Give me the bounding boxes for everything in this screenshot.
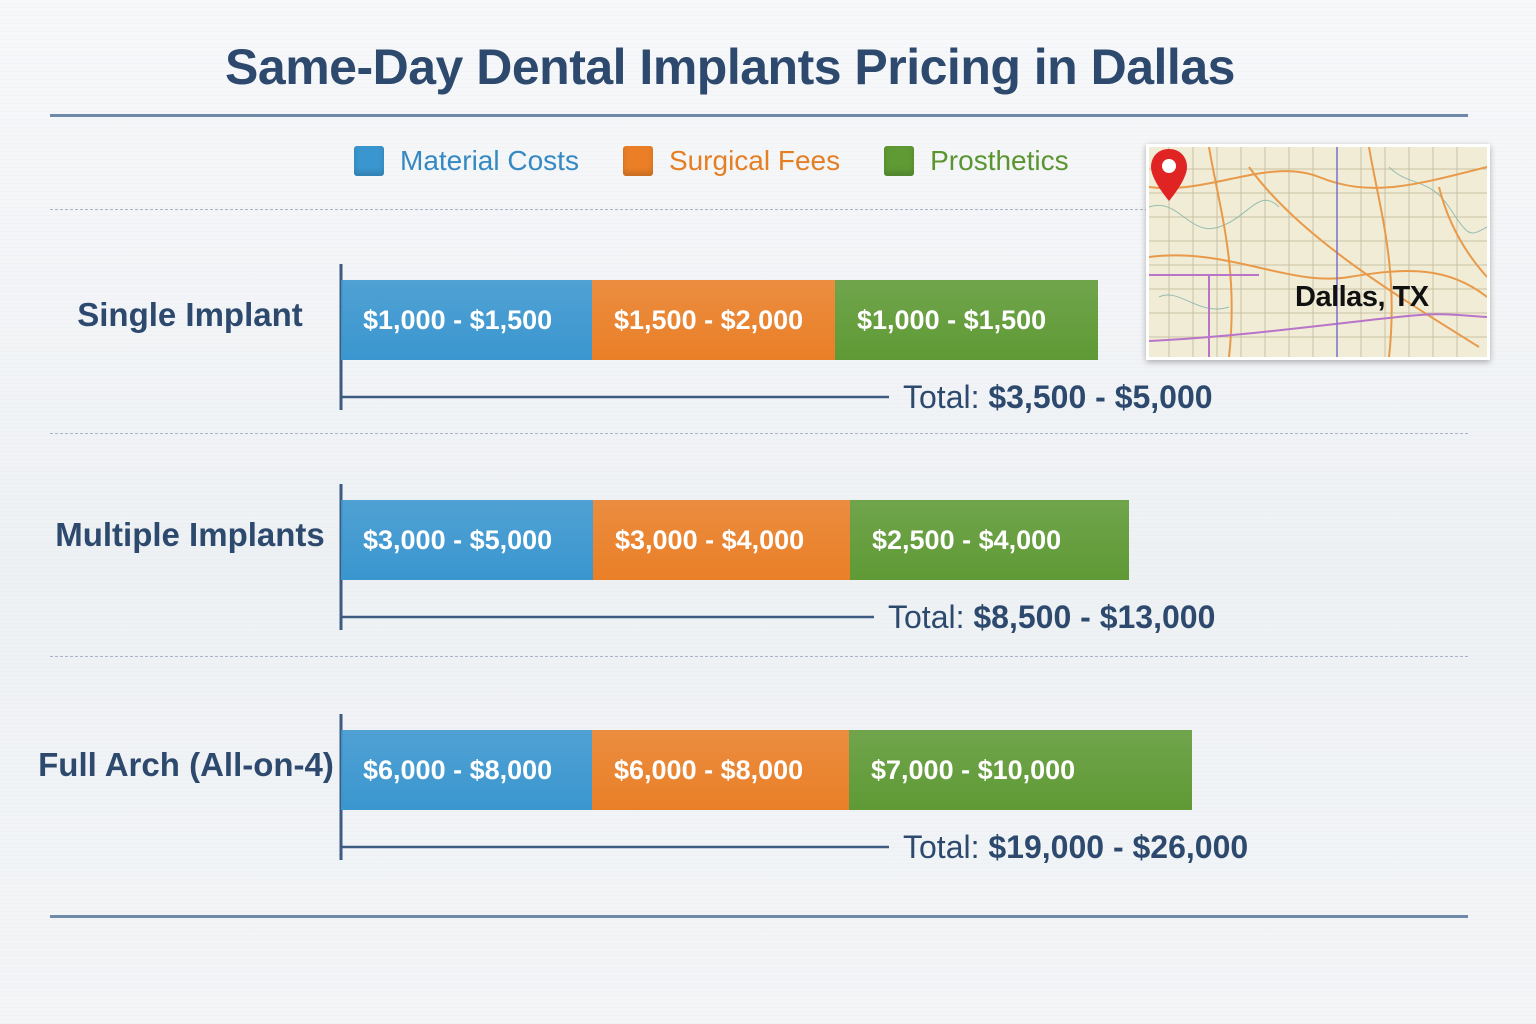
bar-segment	[592, 280, 835, 360]
chart-title: Same-Day Dental Implants Pricing in Dall…	[225, 39, 1235, 95]
divider-row-1	[50, 433, 1468, 434]
legend-swatch-surgical	[622, 146, 653, 176]
bar-value-label: $6,000 - $8,000	[614, 755, 803, 785]
divider-row-2	[50, 656, 1468, 657]
total-label: Total: $8,500 - $13,000	[888, 599, 1215, 635]
dallas-map: Dallas, TX	[1146, 144, 1490, 360]
legend-label-material: Material Costs	[400, 145, 579, 176]
bar-value-label: $1,000 - $1,500	[363, 305, 552, 335]
legend-swatch-prosthetics	[884, 146, 915, 176]
legend-item-material: Material Costs	[354, 145, 579, 177]
bar-segment	[341, 730, 592, 810]
divider-legend	[50, 209, 1468, 210]
map-illustration	[1149, 147, 1487, 357]
map-pin-icon	[1151, 149, 1187, 201]
top-rule	[50, 114, 1468, 117]
bottom-rule	[50, 915, 1468, 918]
legend-item-prosthetics: Prosthetics	[884, 145, 1069, 177]
bar-segment	[593, 500, 850, 580]
bar-value-label: $1,500 - $2,000	[614, 305, 803, 335]
category-label: Full Arch (All-on-4)	[38, 746, 334, 783]
total-label: Total: $3,500 - $5,000	[903, 379, 1213, 415]
legend-label-surgical: Surgical Fees	[668, 145, 841, 176]
bar-segment	[849, 730, 1192, 810]
legend-item-surgical: Surgical Fees	[622, 145, 841, 177]
legend-label-prosthetics: Prosthetics	[930, 145, 1069, 176]
legend-swatch-material	[354, 146, 384, 176]
bar-segment	[592, 730, 849, 810]
bar-value-label: $3,000 - $4,000	[615, 525, 804, 555]
category-label: Single Implant	[77, 296, 303, 333]
bar-segment	[341, 280, 592, 360]
bar-segment	[341, 500, 593, 580]
bar-segment	[835, 280, 1098, 360]
bar-value-label: $2,500 - $4,000	[872, 525, 1061, 555]
map-location-label: Dallas, TX	[1295, 281, 1429, 313]
bar-value-label: $1,000 - $1,500	[857, 305, 1046, 335]
legend: Material Costs Surgical Fees Prosthetics	[354, 145, 1113, 177]
bar-segment	[850, 500, 1129, 580]
bar-value-label: $6,000 - $8,000	[363, 755, 552, 785]
bar-value-label: $7,000 - $10,000	[871, 755, 1075, 785]
bar-value-label: $3,000 - $5,000	[363, 525, 552, 555]
category-label: Multiple Implants	[55, 516, 325, 553]
total-label: Total: $19,000 - $26,000	[903, 829, 1248, 865]
